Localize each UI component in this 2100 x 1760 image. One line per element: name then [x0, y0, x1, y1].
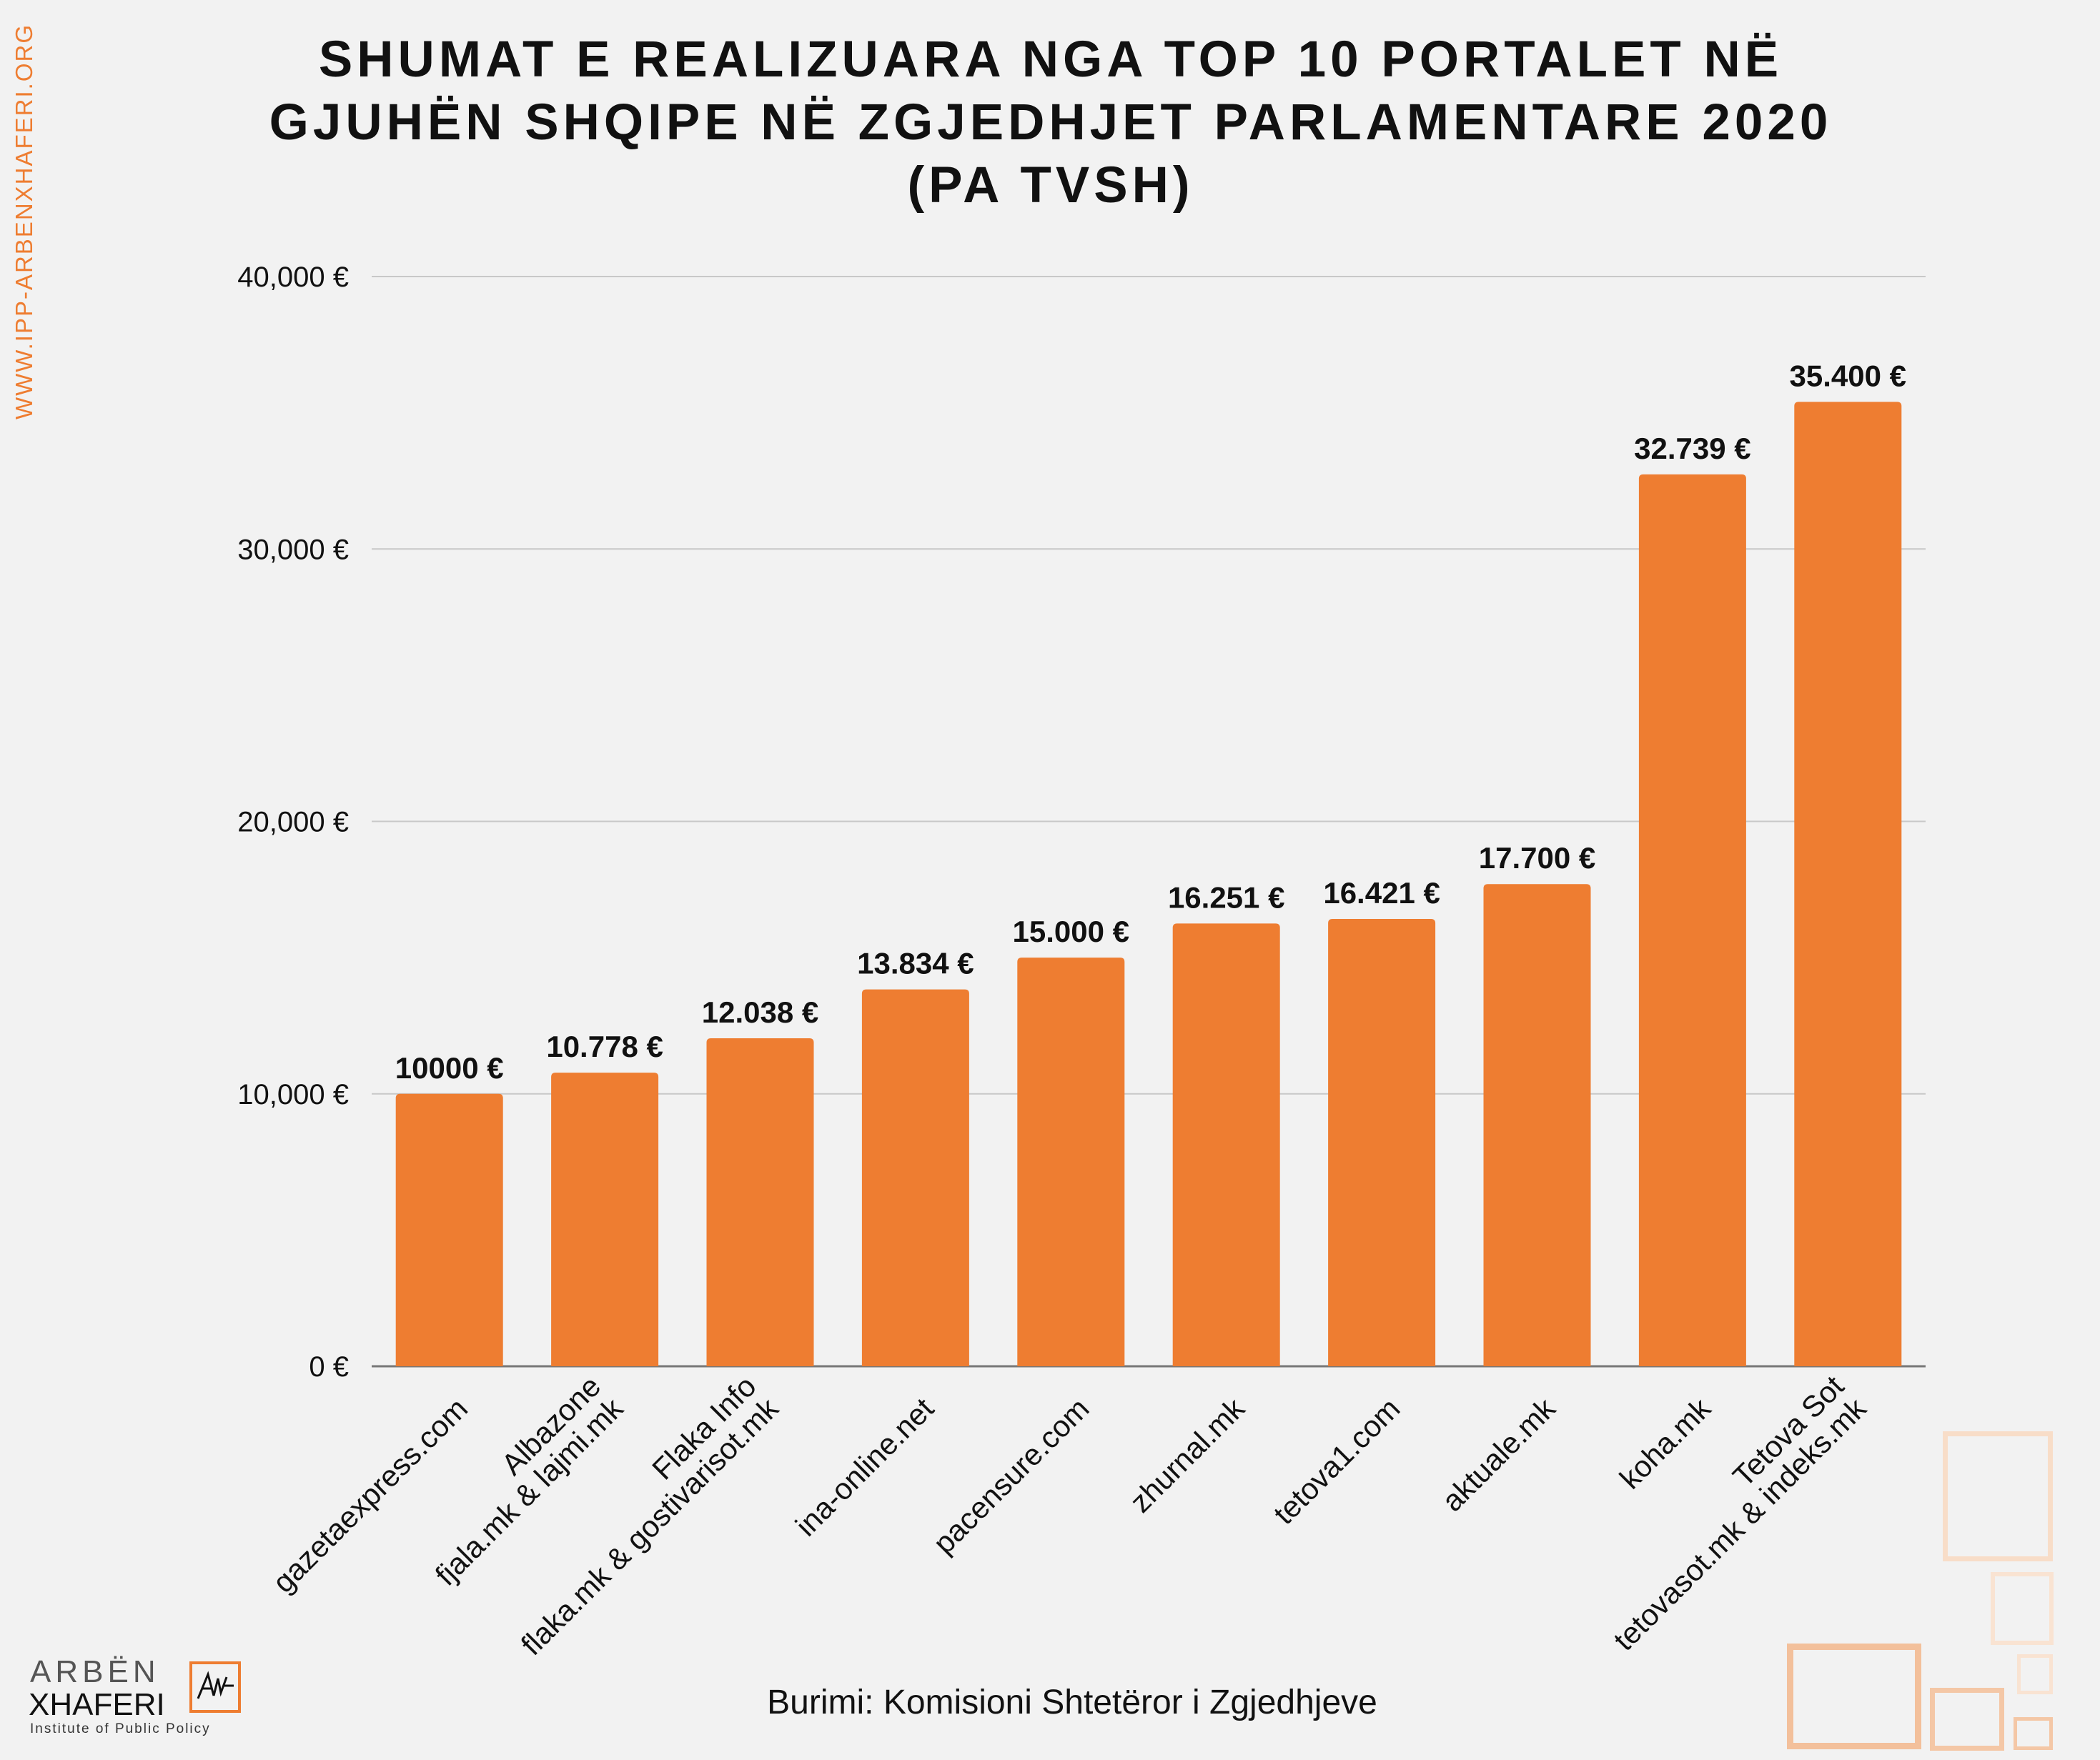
x-tick-label-line: koha.mk — [1613, 1391, 1718, 1495]
y-tick-label: 10,000 € — [237, 1079, 349, 1110]
x-tick-label: pacensure.com — [926, 1391, 1095, 1560]
x-tick-label: koha.mk — [1613, 1391, 1718, 1495]
y-tick-label: 40,000 € — [237, 262, 349, 293]
bar — [1328, 918, 1436, 1366]
bar-value-label: 10.778 € — [546, 1030, 663, 1063]
bar — [1172, 923, 1280, 1366]
decorative-square — [1943, 1431, 2053, 1561]
x-tick-label-line: tetova1.com — [1267, 1391, 1406, 1531]
source-note: Burimi: Komisioni Shtetëror i Zgjedhjeve — [767, 1684, 1377, 1721]
signature-mark-icon — [189, 1661, 241, 1713]
bar-value-label: 13.834 € — [857, 947, 974, 980]
chart-title: SHUMAT E REALIZUARA NGA TOP 10 PORTALET … — [114, 29, 1987, 217]
value-labels: 10000 € 10.778 € 12.038 € 13.834 € 15.000 € 1… — [395, 359, 1906, 1084]
x-tick-label-line: ina-online.net — [789, 1391, 941, 1543]
bar — [551, 1073, 659, 1366]
y-tick-label: 20,000 € — [237, 807, 349, 838]
bar-value-label: 17.700 € — [1479, 841, 1596, 875]
x-tick-label-line: zhurnal.mk — [1124, 1391, 1252, 1518]
y-axis: 0 € 10,000 € 20,000 € 30,000 € 40,000 € — [237, 262, 349, 1383]
decorative-square — [2014, 1717, 2053, 1750]
decorative-square — [1930, 1688, 2004, 1751]
institute-logo: ARBËN XHAFERI Institute of Public Policy — [29, 1654, 250, 1736]
decorative-square — [1991, 1572, 2054, 1645]
bar — [1638, 474, 1746, 1366]
x-tick-label: aktuale.mk — [1435, 1391, 1562, 1518]
y-tick-label: 30,000 € — [237, 534, 349, 565]
bar-value-label: 15.000 € — [1013, 915, 1130, 948]
chart-title-line: GJUHËN SHQIPE NË ZGJEDHJET PARLAMENTARE … — [269, 94, 1833, 151]
logo-subtitle: Institute of Public Policy — [30, 1721, 211, 1736]
x-tick-label: ina-online.net — [789, 1391, 941, 1543]
x-tick-label-line: pacensure.com — [926, 1391, 1095, 1560]
bar-value-label: 10000 € — [395, 1051, 504, 1085]
logo-name-last: XHAFERI — [29, 1687, 165, 1722]
x-tick-label-line: tetovasot.mk & indeks.mk — [1607, 1391, 1873, 1656]
x-tick-label: tetova1.com — [1267, 1391, 1406, 1531]
bar — [861, 989, 969, 1366]
x-tick-label: zhurnal.mk — [1124, 1391, 1252, 1518]
bar-value-label: 12.038 € — [702, 995, 819, 1029]
bar-value-label: 35.400 € — [1790, 359, 1907, 392]
bar-value-label: 32.739 € — [1634, 432, 1751, 465]
bar — [1017, 958, 1125, 1366]
y-tick-label: 0 € — [309, 1351, 349, 1383]
bar — [1794, 402, 1902, 1366]
bar — [395, 1093, 503, 1366]
logo-name-first: ARBËN — [30, 1654, 160, 1689]
bar-value-label: 16.421 € — [1323, 876, 1440, 910]
bar — [1483, 884, 1591, 1366]
x-tick-label-line: aktuale.mk — [1435, 1391, 1562, 1518]
bars — [395, 402, 1902, 1366]
chart-title-line: SHUMAT E REALIZUARA NGA TOP 10 PORTALET … — [318, 31, 1783, 88]
decorative-square — [2017, 1654, 2053, 1694]
bar-value-label: 16.251 € — [1168, 880, 1285, 914]
decorative-square — [1787, 1644, 1921, 1749]
bar — [706, 1038, 814, 1366]
chart-title-line: (PA TVSH) — [907, 157, 1194, 214]
